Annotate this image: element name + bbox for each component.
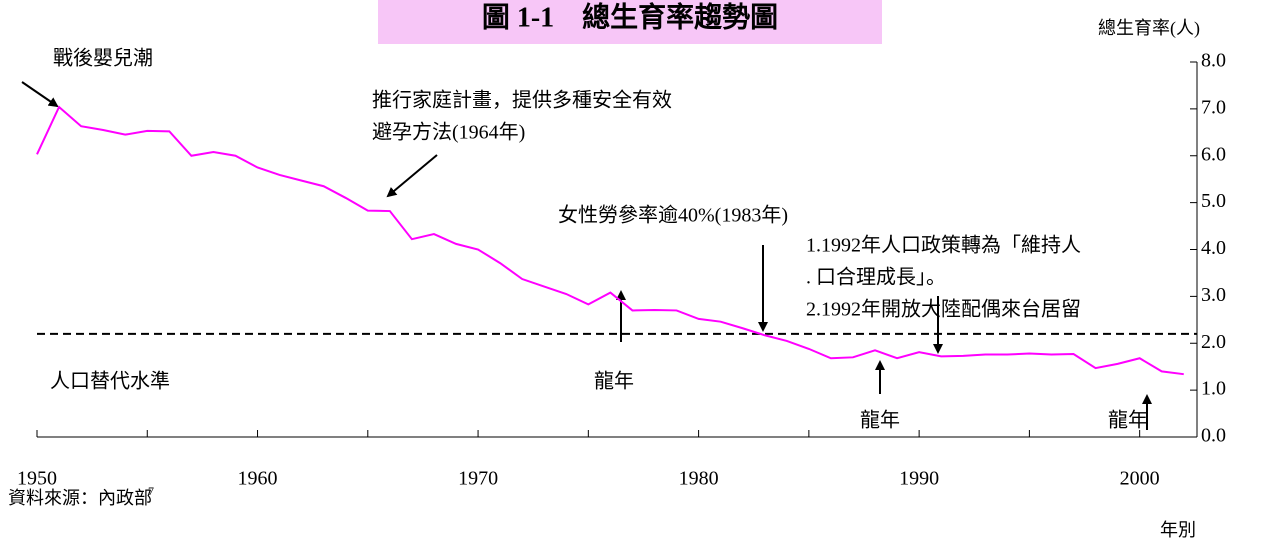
annotation: 1.1992年人口政策轉為「維持人 [806, 234, 1081, 257]
x-tick-label: 1970 [458, 468, 498, 490]
source: 資料來源：內政部 [8, 488, 152, 508]
source-note: 7 [148, 484, 154, 498]
y-tick-label: 7.0 [1201, 96, 1226, 118]
y-tick-label: 5.0 [1201, 190, 1226, 212]
annotation: 人口替代水準 [50, 370, 170, 393]
x-axis-label: 年別 [1160, 520, 1196, 540]
y-tick-label: 0.0 [1201, 425, 1226, 447]
arrows [21, 81, 1152, 430]
x-tick-label: 2000 [1120, 468, 1160, 490]
annotation: 推行家庭計畫，提供多種安全有效 [372, 89, 672, 112]
annotation: . 口合理成長」。 [806, 266, 946, 289]
y-tick-label: 3.0 [1201, 284, 1226, 306]
series-line [36, 105, 1184, 376]
annotation: 避孕方法(1964年) [372, 121, 525, 144]
x-tick-label: 1960 [238, 468, 278, 490]
y-tick-label: 4.0 [1201, 237, 1226, 259]
annotation: 龍年 [860, 409, 900, 432]
annotation: 女性勞參率逾40%(1983年) [558, 204, 788, 227]
y-tick-label: 2.0 [1201, 331, 1226, 353]
title-box [378, 0, 882, 44]
annotation: 戰後嬰兒潮 [53, 47, 153, 70]
y-axis-label: 總生育率(人) [1098, 18, 1200, 39]
y-tick-label: 1.0 [1201, 378, 1226, 400]
y-tick-label: 6.0 [1201, 143, 1226, 165]
arrow [21, 81, 59, 108]
annotation: 龍年 [594, 370, 634, 393]
y-tick-label: 8.0 [1201, 50, 1226, 72]
annotation: 龍年 [1108, 409, 1148, 432]
x-tick-label: 1950 [17, 468, 57, 490]
x-tick-label: 1990 [899, 468, 939, 490]
annotation: 2.1992年開放大陸配偶來台居留 [806, 298, 1081, 321]
chart-title: 圖 1-1 總生育率趨勢圖 [482, 0, 778, 33]
arrow [386, 154, 438, 198]
x-tick-label: 1980 [679, 468, 719, 490]
